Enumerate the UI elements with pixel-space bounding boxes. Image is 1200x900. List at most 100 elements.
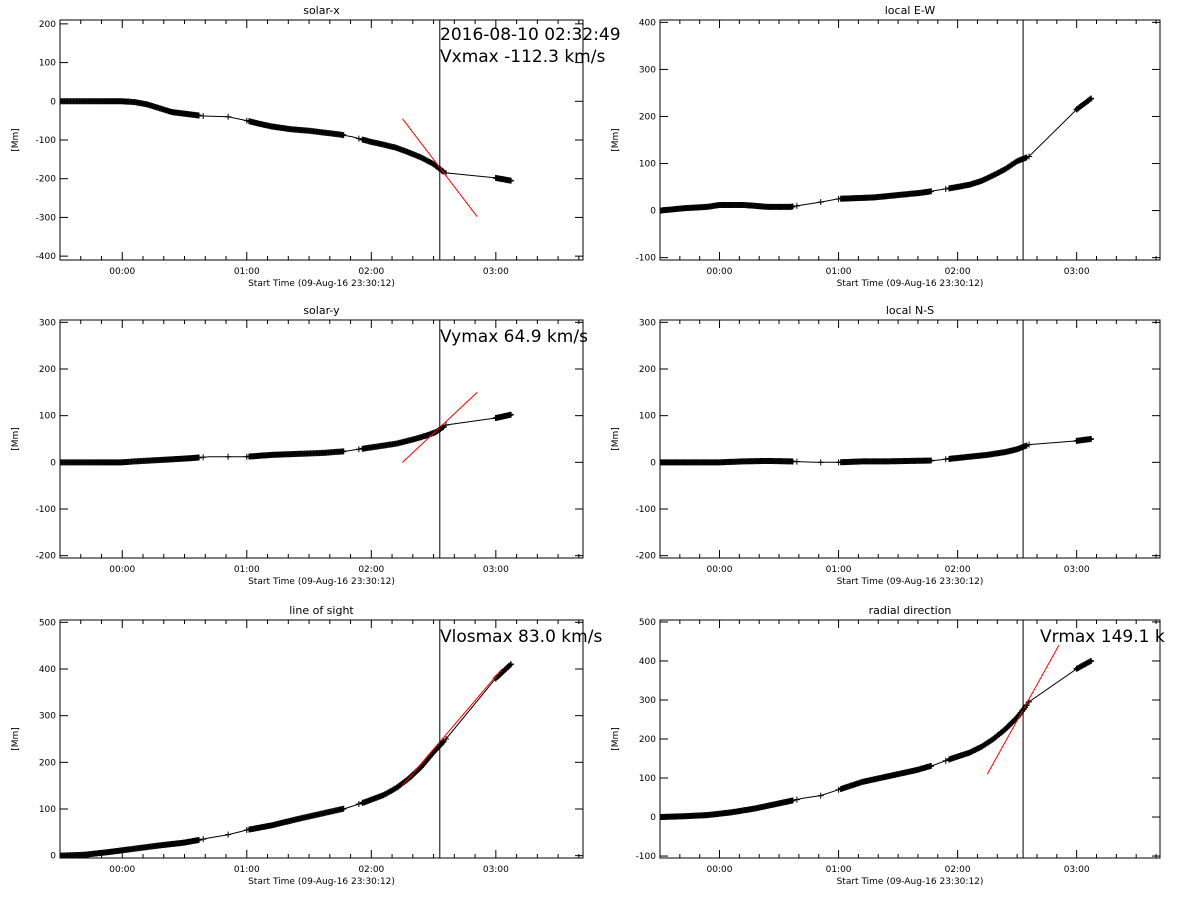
data-point bbox=[200, 113, 207, 119]
x-axis-label: Start Time (09-Aug-16 23:30:12) bbox=[248, 279, 395, 289]
panel-4: local N-S 300 200 100 0 -100 -200 00:00 01:00 02:… bbox=[611, 304, 1161, 587]
data-point bbox=[942, 456, 949, 463]
panel-3: solar-y 300 200 100 0 -100 -200 00:00 01:00 02:00… bbox=[11, 304, 588, 587]
fit-line bbox=[402, 668, 503, 786]
y-tick-label: 200 bbox=[39, 20, 56, 30]
x-tick-label: 00:00 bbox=[109, 865, 135, 875]
x-tick-label: 02:00 bbox=[945, 267, 971, 277]
data-point bbox=[355, 446, 362, 453]
y-tick-label: -100 bbox=[36, 505, 57, 515]
y-axis-label: [Mm] bbox=[11, 427, 21, 451]
x-tick-label: 02:00 bbox=[945, 565, 971, 575]
data-point bbox=[835, 459, 842, 466]
x-tick-label: 01:00 bbox=[234, 267, 260, 277]
plot-frame bbox=[659, 19, 1161, 261]
y-tick-label: 300 bbox=[639, 696, 656, 706]
data-point bbox=[817, 199, 824, 206]
y-tick-label: -100 bbox=[636, 852, 657, 862]
data-point bbox=[200, 836, 207, 843]
panel-5: line of sight 500 400 300 200 100 0 00:00 01:00 0… bbox=[11, 604, 602, 887]
x-axis-label: Start Time (09-Aug-16 23:30:12) bbox=[248, 877, 395, 887]
y-tick-label: -400 bbox=[36, 252, 57, 262]
data-point bbox=[1087, 657, 1094, 664]
data-point bbox=[942, 185, 949, 192]
data-point bbox=[1023, 442, 1030, 449]
x-tick-label: 02:00 bbox=[945, 865, 971, 875]
series-line bbox=[60, 663, 512, 857]
y-axis-label: [Mm] bbox=[611, 128, 621, 152]
data-point bbox=[225, 113, 232, 120]
data-point bbox=[942, 757, 949, 764]
y-tick-label: 300 bbox=[39, 318, 56, 328]
y-tick-label: 100 bbox=[39, 59, 56, 69]
data-layer bbox=[60, 98, 514, 217]
data-point bbox=[195, 112, 202, 119]
data-point bbox=[195, 836, 202, 843]
data-point bbox=[340, 805, 347, 812]
y-tick-label: 400 bbox=[639, 657, 656, 667]
data-point bbox=[243, 827, 250, 833]
panel-title: local E-W bbox=[885, 4, 936, 17]
x-tick-label: 01:00 bbox=[826, 267, 852, 277]
data-point bbox=[243, 117, 250, 124]
data-point bbox=[225, 831, 232, 838]
x-tick-label: 03:00 bbox=[1064, 865, 1090, 875]
y-tick-label: 300 bbox=[639, 318, 656, 328]
y-tick-label: -100 bbox=[36, 136, 57, 146]
data-point bbox=[927, 762, 934, 769]
panel-1: solar-x 200 100 0 -100 -200 -300 -400 00:00 01:00… bbox=[11, 4, 605, 289]
y-axis-label: [Mm] bbox=[11, 128, 21, 152]
data-point bbox=[443, 736, 450, 742]
x-axis-label: Start Time (09-Aug-16 23:30:12) bbox=[248, 577, 395, 587]
data-point bbox=[443, 422, 450, 428]
data-point bbox=[340, 132, 347, 139]
data-point bbox=[789, 203, 796, 210]
data-point bbox=[1087, 436, 1094, 442]
data-point bbox=[1026, 153, 1033, 160]
data-layer bbox=[60, 391, 514, 466]
velocity-annotation: Vxmax -112.3 km/s bbox=[440, 47, 605, 67]
y-axis-label: [Mm] bbox=[611, 427, 621, 451]
x-tick-label: 03:00 bbox=[483, 565, 509, 575]
x-tick-label: 02:00 bbox=[358, 267, 384, 277]
data-point bbox=[243, 453, 250, 460]
y-tick-label: 200 bbox=[39, 365, 56, 375]
velocity-annotation: Vlosmax 83.0 km/s bbox=[440, 627, 602, 647]
x-tick-label: 02:00 bbox=[358, 865, 384, 875]
y-tick-label: -100 bbox=[636, 254, 657, 264]
data-point bbox=[793, 458, 800, 465]
data-point bbox=[789, 797, 796, 804]
x-axis-label: Start Time (09-Aug-16 23:30:12) bbox=[837, 577, 984, 587]
panel-title: radial direction bbox=[869, 604, 952, 617]
x-tick-label: 00:00 bbox=[109, 565, 135, 575]
series-line bbox=[660, 660, 1092, 818]
velocity-annotation: Vymax 64.9 km/s bbox=[440, 327, 588, 347]
data-point bbox=[355, 135, 362, 142]
y-tick-label: 100 bbox=[639, 160, 656, 170]
y-tick-label: 0 bbox=[50, 458, 56, 468]
x-axis-label: Start Time (09-Aug-16 23:30:12) bbox=[837, 279, 984, 289]
x-tick-label: 03:00 bbox=[483, 865, 509, 875]
panel-title: line of sight bbox=[289, 604, 354, 617]
data-point bbox=[927, 188, 934, 195]
y-tick-label: 300 bbox=[39, 712, 56, 722]
y-axis-label: [Mm] bbox=[611, 727, 621, 751]
y-tick-label: 100 bbox=[639, 774, 656, 784]
x-tick-label: 01:00 bbox=[826, 865, 852, 875]
x-tick-label: 00:00 bbox=[707, 565, 733, 575]
data-point bbox=[835, 195, 842, 202]
timestamp: 2016-08-10 02:32:49 bbox=[440, 25, 621, 45]
y-tick-label: -200 bbox=[636, 552, 657, 562]
data-layer bbox=[660, 645, 1094, 821]
x-tick-label: 03:00 bbox=[483, 267, 509, 277]
y-tick-label: 500 bbox=[639, 618, 656, 628]
x-tick-label: 01:00 bbox=[234, 565, 260, 575]
velocity-annotation: Vrmax 149.1 k bbox=[1040, 627, 1165, 647]
data-point bbox=[1087, 95, 1094, 102]
data-layer bbox=[660, 436, 1094, 466]
data-layer bbox=[60, 661, 514, 858]
data-point bbox=[200, 454, 207, 461]
x-tick-label: 00:00 bbox=[109, 267, 135, 277]
x-tick-label: 00:00 bbox=[707, 865, 733, 875]
